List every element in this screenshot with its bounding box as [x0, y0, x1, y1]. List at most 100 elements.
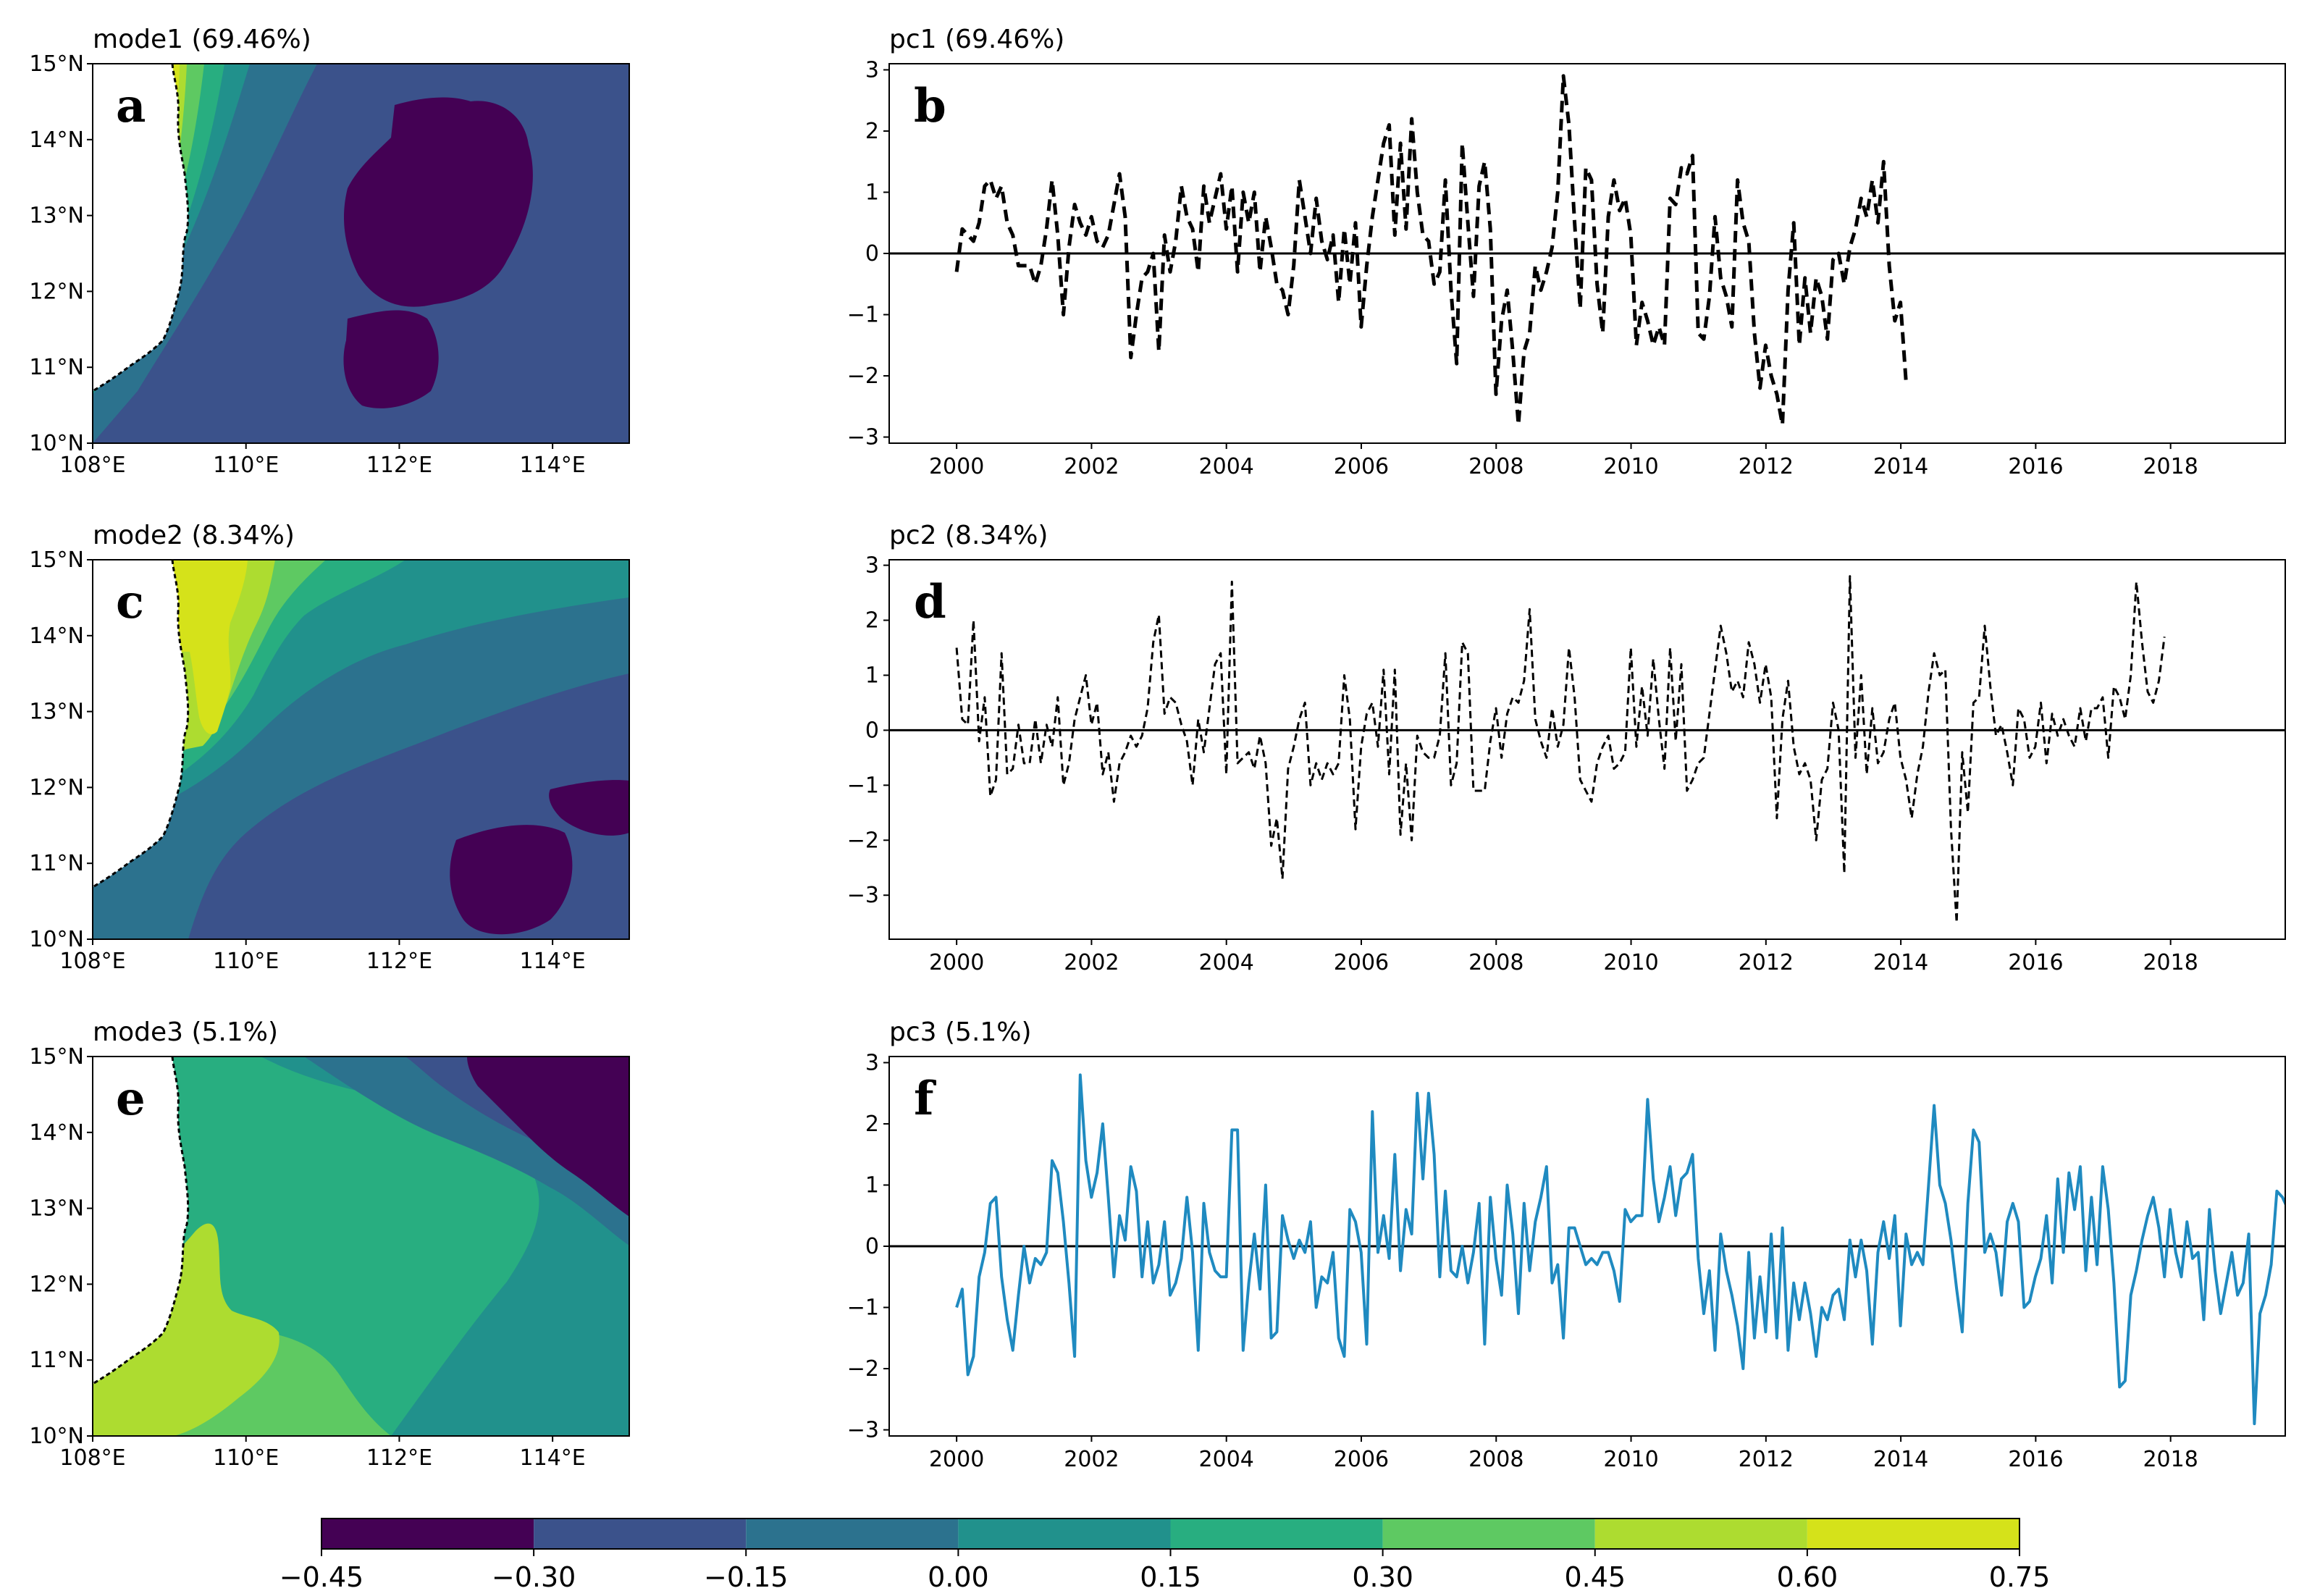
x-tick-label: 2014 [1873, 1447, 1928, 1472]
land-mask [93, 560, 188, 887]
contour-fill [467, 1057, 629, 1217]
y-tick-label: −1 [847, 1295, 879, 1321]
x-tick-label: 2004 [1199, 454, 1254, 479]
map-mode3: mode3 (5.1%) e [92, 1017, 630, 1437]
x-tick-label: 2004 [1199, 1447, 1254, 1472]
x-tick-label: 2010 [1603, 950, 1658, 975]
x-tick-label: 2016 [2008, 950, 2063, 975]
colorbar-tick-label: −0.45 [280, 1561, 363, 1593]
lat-tick-label: 10°N [29, 1424, 84, 1449]
y-tick-label: 1 [865, 663, 879, 688]
x-tick-label: 2000 [929, 1447, 984, 1472]
colorbar-tick-label: 0.60 [1777, 1561, 1838, 1593]
map-mode1: mode1 (69.46%) a [92, 25, 630, 444]
coastline [93, 1057, 190, 1385]
contour-fill [93, 1223, 280, 1436]
y-tick-label: −1 [847, 773, 879, 798]
chart-title: pc3 (5.1%) [889, 1017, 1032, 1047]
colorbar-segment [534, 1519, 747, 1549]
colorbar-tick-label: 0.30 [1352, 1561, 1413, 1593]
y-tick-label: −2 [847, 1356, 879, 1382]
colorbar-segment [1382, 1519, 1595, 1549]
x-tick-label: 2004 [1199, 950, 1254, 975]
map-contours [93, 560, 629, 939]
map-contours [93, 64, 629, 443]
lat-tick-label: 12°N [29, 775, 84, 800]
y-tick-label: 1 [865, 1172, 879, 1198]
lat-tick-label: 10°N [29, 927, 84, 952]
lat-tick-label: 15°N [29, 547, 84, 573]
y-tick-label: −3 [847, 425, 879, 450]
land-mask [93, 64, 188, 391]
y-tick-label: 2 [865, 1112, 879, 1137]
y-tick-label: 2 [865, 119, 879, 144]
colorbar-tick-label: 0.75 [1989, 1561, 2051, 1593]
y-tick-label: 3 [865, 1050, 879, 1075]
lat-tick-label: 14°N [29, 127, 84, 153]
x-tick-label: 2014 [1873, 950, 1928, 975]
coastline [93, 64, 190, 392]
panel-label: b [914, 79, 946, 133]
colorbar-tick-label: −0.15 [704, 1561, 788, 1593]
colorbar-tick-label: 0.15 [1140, 1561, 1201, 1593]
y-tick-label: −2 [847, 828, 879, 853]
y-tick-label: 2 [865, 608, 879, 634]
x-tick-label: 2014 [1873, 454, 1928, 479]
series-line [954, 74, 1908, 427]
contour-fill [344, 97, 533, 307]
lat-tick-label: 14°N [29, 1120, 84, 1146]
y-tick-label: −3 [847, 1418, 879, 1443]
x-tick-label: 2012 [1739, 950, 1794, 975]
y-tick-label: −2 [847, 364, 879, 389]
x-tick-label: 2002 [1064, 1447, 1119, 1472]
lon-tick-label: 108°E [59, 949, 125, 974]
chart-frame [888, 63, 2286, 444]
y-tick-label: 3 [865, 553, 879, 579]
y-tick-label: 1 [865, 180, 879, 205]
chart-pc3: pc3 (5.1%) 3 2 1 0 −1 −2 −3 2000 2002 2004 2006 200… [847, 1017, 2286, 1472]
x-tick-label: 2000 [929, 950, 984, 975]
chart-title: pc2 (8.34%) [889, 521, 1048, 550]
colorbar-segment [1807, 1519, 2019, 1549]
x-tick-label: 2010 [1603, 454, 1658, 479]
colorbar-segment [321, 1519, 534, 1549]
x-tick-label: 2008 [1468, 950, 1523, 975]
lon-tick-label: 112°E [366, 949, 432, 974]
lat-tick-label: 12°N [29, 1272, 84, 1297]
lat-tick-label: 15°N [29, 1044, 84, 1070]
x-tick-label: 2016 [2008, 1447, 2063, 1472]
lon-tick-label: 114°E [520, 453, 586, 478]
colorbar-segment [1594, 1519, 1807, 1549]
lon-tick-label: 110°E [213, 1445, 279, 1471]
map-contours [93, 1057, 629, 1436]
lat-tick-label: 14°N [29, 623, 84, 649]
contour-fill [343, 310, 439, 408]
chart-pc1: pc1 (69.46%) 3 2 1 0 −1 −2 −3 2000 2002 2004 2006 2… [847, 25, 2286, 479]
map-frame [92, 559, 630, 940]
chart-frame [888, 559, 2286, 940]
lat-tick-label: 13°N [29, 700, 84, 725]
map-title: mode2 (8.34%) [93, 521, 295, 550]
y-tick-label: −3 [847, 883, 879, 908]
x-tick-label: 2008 [1468, 454, 1523, 479]
x-tick-label: 2010 [1603, 1447, 1658, 1472]
x-tick-label: 2018 [2143, 1447, 2198, 1472]
coastline [93, 560, 190, 889]
colorbar-tick-label: −0.30 [492, 1561, 576, 1593]
chart-pc2: pc2 (8.34%) 3 2 1 0 −1 −2 −3 2000 2002 2004 2006 20… [847, 521, 2286, 975]
y-tick-label: 3 [865, 57, 879, 83]
panel-label: c [116, 575, 144, 629]
series-line [955, 1073, 2285, 1426]
map-title: mode3 (5.1%) [93, 1017, 278, 1047]
colorbar-tick-label: 0.45 [1564, 1561, 1626, 1593]
x-tick-label: 2012 [1739, 454, 1794, 479]
x-tick-label: 2002 [1064, 950, 1119, 975]
y-tick-label: 0 [865, 241, 879, 266]
y-tick-label: 0 [865, 1234, 879, 1259]
lat-tick-label: 10°N [29, 431, 84, 456]
x-tick-label: 2018 [2143, 950, 2198, 975]
lat-tick-label: 13°N [29, 203, 84, 229]
panel-label: f [914, 1072, 936, 1126]
lon-tick-label: 108°E [59, 453, 125, 478]
